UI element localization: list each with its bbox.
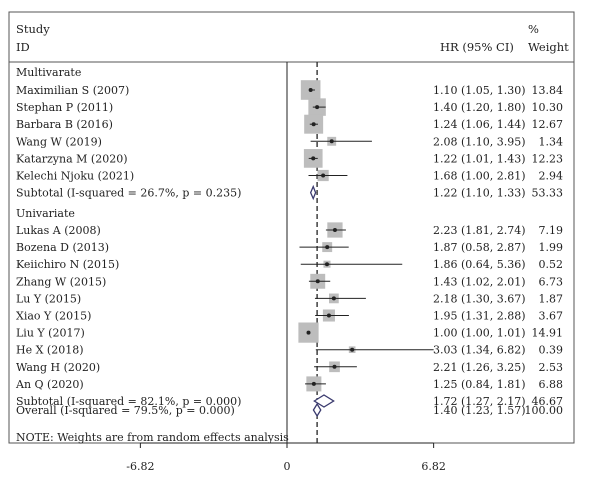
study-hr-ci: 1.10 (1.05, 1.30) [433,84,526,97]
subtotal-hr-ci: 1.72 (1.27, 2.17) [433,395,526,408]
study-label: Xiao Y (2015) [16,310,91,323]
study-point [324,262,329,267]
study-hr-ci: 1.40 (1.20, 1.80) [433,101,526,114]
study-point [329,139,334,144]
study-point [332,364,337,369]
x-axis-tick-label: 0 [284,460,291,473]
study-point [321,173,326,178]
header-study: Study [16,22,50,36]
study-weight: 13.84 [532,84,564,97]
study-label: Barbara B (2016) [16,118,113,131]
study-point [325,245,330,250]
study-hr-ci: 1.22 (1.01, 1.43) [433,152,526,165]
study-label: Kelechi Njoku (2021) [16,170,134,183]
study-hr-ci: 2.08 (1.10, 3.95) [433,135,526,148]
x-axis-tick-label: 6.82 [421,460,446,473]
study-label: Bozena D (2013) [16,241,109,254]
study-label: Lukas A (2008) [16,224,101,237]
study-label: Wang W (2019) [16,135,102,148]
study-weight: 7.19 [539,224,564,237]
study-weight: 1.99 [539,241,564,254]
header-weight-percent: % [528,22,539,36]
subtotal-weight: 53.33 [532,187,564,200]
study-hr-ci: 1.25 (0.84, 1.81) [433,378,526,391]
study-weight: 1.34 [539,135,564,148]
study-point [308,88,313,92]
study-weight: 12.23 [532,152,564,165]
study-point [350,347,355,352]
study-label: Katarzyna M (2020) [16,152,128,165]
study-weight: 2.53 [539,361,564,374]
header-id: ID [16,40,30,54]
study-label: Liu Y (2017) [16,327,85,340]
subtotal-label: Subtotal (I-squared = 26.7%, p = 0.235) [16,187,241,200]
overall-diamond [312,402,322,418]
study-point [311,122,316,127]
study-weight: 6.73 [539,275,564,288]
study-weight: 0.39 [539,344,564,357]
study-label: Stephan P (2011) [16,101,113,114]
study-point [331,296,336,301]
study-point [332,228,337,232]
study-hr-ci: 1.86 (0.64, 5.36) [433,258,526,271]
x-axis-tick-label: -6.82 [126,460,154,473]
study-hr-ci: 2.23 (1.81, 2.74) [433,224,526,237]
study-hr-ci: 2.21 (1.26, 3.25) [433,361,526,374]
study-weight: 12.67 [532,118,564,131]
study-weight: 0.52 [539,258,564,271]
study-point [326,313,331,318]
study-label: Maximilian S (2007) [16,84,129,97]
subtotal-diamond [309,184,317,201]
header-weight: Weight [528,40,569,54]
study-weight: 10.30 [532,101,564,114]
group-header: Univariate [16,207,75,220]
study-hr-ci: 3.03 (1.34, 6.82) [433,344,526,357]
overall-weight: 100.00 [525,404,564,417]
study-label: He X (2018) [16,344,84,357]
study-label: Keiichiro N (2015) [16,258,119,271]
study-point [306,330,311,335]
study-hr-ci: 1.95 (1.31, 2.88) [433,310,526,323]
header-hr-ci: HR (95% CI) [440,40,514,54]
study-label: Zhang W (2015) [16,275,106,288]
subtotal-diamond [313,394,335,408]
subtotal-hr-ci: 1.22 (1.10, 1.33) [433,187,526,200]
study-hr-ci: 1.87 (0.58, 2.87) [433,241,526,254]
study-hr-ci: 1.68 (1.00, 2.81) [433,170,526,183]
study-hr-ci: 2.18 (1.30, 3.67) [433,292,526,305]
study-hr-ci: 1.24 (1.06, 1.44) [433,118,526,131]
study-hr-ci: 1.00 (1.00, 1.01) [433,327,526,340]
overall-label: Overall (I-squared = 79.5%, p = 0.000) [16,404,235,417]
subtotal-label: Subtotal (I-squared = 82.1%, p = 0.000) [16,395,241,408]
group-header: Multivarate [16,66,81,79]
subtotal-weight: 46.67 [532,395,564,408]
footnote: NOTE: Weights are from random effects an… [16,431,289,444]
overall-hr-ci: 1.40 (1.23, 1.57) [433,404,526,417]
study-weight: 14.91 [532,327,564,340]
study-hr-ci: 1.43 (1.02, 2.01) [433,275,526,288]
study-label: An Q (2020) [15,378,84,391]
study-weight: 3.67 [539,310,564,323]
study-weight: 6.88 [539,378,564,391]
study-label: Wang H (2020) [16,361,100,374]
study-weight: 1.87 [539,292,564,305]
study-point [315,279,320,284]
study-label: Lu Y (2015) [16,292,81,305]
study-point [311,156,316,161]
study-point [315,105,320,110]
study-weight: 2.94 [539,170,564,183]
study-point [311,381,316,386]
